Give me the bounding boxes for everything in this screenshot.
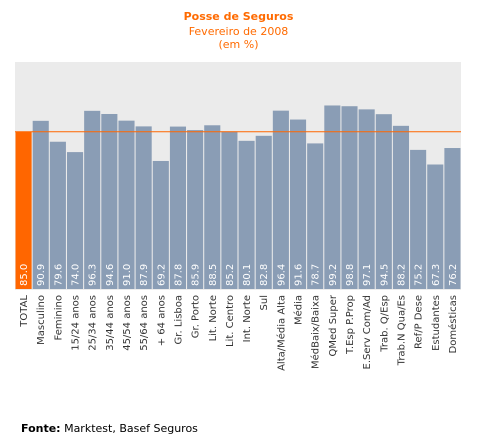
bar-15-24-anos [66,152,84,289]
bar-e-serv-com-ad [358,109,375,290]
category-label: + 64 anos [156,295,167,346]
chart-title: Posse de Seguros [183,10,294,23]
category-label: Trab. Q/Esp [379,295,390,353]
value-label: 91.0 [122,264,133,286]
value-label: 99.2 [328,264,339,286]
bar-lit-centro [221,131,238,289]
bar-35-44-anos [101,113,118,290]
bar-m-dbaix-baixa [307,143,324,289]
source-note: Fonte: Marktest, Basef Seguros [21,422,198,435]
value-label: 94.5 [379,264,390,286]
bar-lit-norte [204,125,221,289]
category-label: Lit. Centro [225,295,236,347]
value-label: 91.6 [294,264,305,286]
category-label: Média [293,295,305,325]
bar-ref-p-dese [410,149,427,289]
value-label: 75.2 [414,264,425,286]
value-label: 96.4 [276,264,287,286]
category-label: Int. Norte [242,295,253,342]
bar-gr-lisboa [169,126,187,289]
value-label: 97.1 [362,264,373,286]
category-label: MédBaix/Baixa [310,295,322,369]
value-label: 80.1 [242,264,253,286]
bar-45-54-anos [118,120,135,290]
bar-alta-m-dia-alta [272,110,289,289]
category-label: 35/44 anos [105,295,116,351]
bar-estudantes [427,164,444,289]
value-label: 87.8 [173,264,184,286]
value-label: 87.9 [139,264,150,286]
category-label: T.Esp P.Prop [345,295,356,355]
chart-subtitle: Fevereiro de 2008 [188,25,289,38]
value-label: 67.3 [431,264,442,286]
bar-total [15,131,32,289]
category-label: 15/24 anos [71,295,82,351]
category-label: Masculino [36,295,47,345]
value-label: 79.6 [53,264,64,286]
category-label: QMed Super [328,294,339,356]
value-label: 74.0 [71,264,82,286]
source-label: Fonte: [21,422,61,435]
category-label: Ref/P Dese [414,295,425,349]
bar-masculino [32,120,49,289]
category-label: Gr. Lisboa [173,295,184,344]
category-label: E.Serv Com/Ad [362,295,373,369]
bar-55-64-anos [135,126,152,289]
bar-feminino [49,141,66,289]
value-label: 69.2 [156,264,167,286]
value-label: 88.5 [208,264,219,286]
category-label: Sul [259,295,270,310]
bar-t-esp-p-prop [341,106,358,289]
category-label: TOTAL [19,295,30,328]
value-label: 85.2 [225,264,236,286]
category-label: 45/54 anos [122,295,133,351]
bar-25-34-anos [84,110,101,289]
category-label: Lit. Norte [208,295,219,341]
category-label: Gr. Porto [191,295,202,338]
bar-qmed-super [324,105,341,289]
value-label: 90.9 [36,264,47,286]
value-label: 76.2 [448,264,459,286]
category-label: Feminino [53,295,64,340]
value-label: 94.6 [105,264,116,286]
value-label: 88.2 [396,264,407,286]
bar-gr-porto [187,130,204,289]
bar-chart: 85.0 90.9 79.6 74.0 96.3 94.6 91.0 87.9 69.2 87.8… [15,62,461,371]
bar-dom-sticas [444,148,461,289]
value-label: 98.8 [345,264,356,286]
category-label: Trab.N Qua/Es [396,295,407,366]
category-label: Domésticas [447,295,459,353]
value-label: 96.3 [88,264,99,286]
bar-trab-n-qua-es [392,125,410,289]
category-labels-group: TOTAL Masculino Feminino 15/24 anos 25/34 an… [19,294,459,371]
category-label: 25/34 anos [88,295,99,351]
bar-trab-q-esp [375,114,392,290]
chart-unit: (em %) [218,38,259,51]
value-label: 82.8 [259,264,270,286]
bar-int-norte [238,140,255,289]
bar-64-anos [152,160,169,289]
value-label: 85.9 [191,264,202,286]
bar-m-dia [289,119,307,289]
category-label: Estudantes [431,295,442,351]
source-text: Marktest, Basef Seguros [60,422,198,435]
value-labels-group: 85.0 90.9 79.6 74.0 96.3 94.6 91.0 87.9 69.2 87.8… [19,264,459,286]
value-label: 85.0 [19,264,30,286]
bars-group [15,105,461,290]
category-label: Alta/Média Alta [275,295,287,371]
bar-sul [255,135,272,289]
value-label: 78.7 [311,264,322,286]
category-label: 55/64 anos [139,295,150,351]
